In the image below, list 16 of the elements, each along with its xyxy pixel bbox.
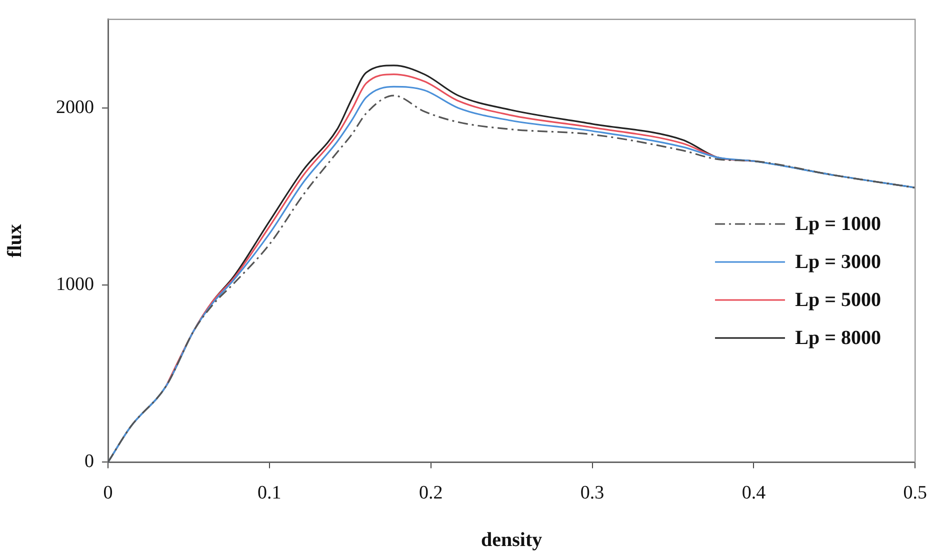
legend-label: Lp = 3000 — [795, 250, 881, 274]
line-series — [165, 74, 754, 387]
x-tick-label: 0.1 — [258, 482, 282, 504]
legend-label: Lp = 8000 — [795, 326, 881, 350]
x-tick-label: 0.3 — [580, 482, 604, 504]
legend-label: Lp = 1000 — [795, 212, 881, 236]
x-tick-label: 0.4 — [742, 482, 766, 504]
x-tick-label: 0.2 — [418, 482, 443, 504]
legend-label: Lp = 5000 — [795, 288, 881, 312]
y-tick-label: 1000 — [56, 274, 94, 296]
y-tick-label: 0 — [84, 451, 94, 472]
y-tick-label: 2000 — [56, 96, 94, 118]
y-axis-title: flux — [4, 224, 26, 258]
x-tick-label: 0.5 — [903, 482, 927, 504]
x-tick-label: 0 — [103, 482, 113, 504]
x-axis-title: density — [481, 529, 542, 552]
